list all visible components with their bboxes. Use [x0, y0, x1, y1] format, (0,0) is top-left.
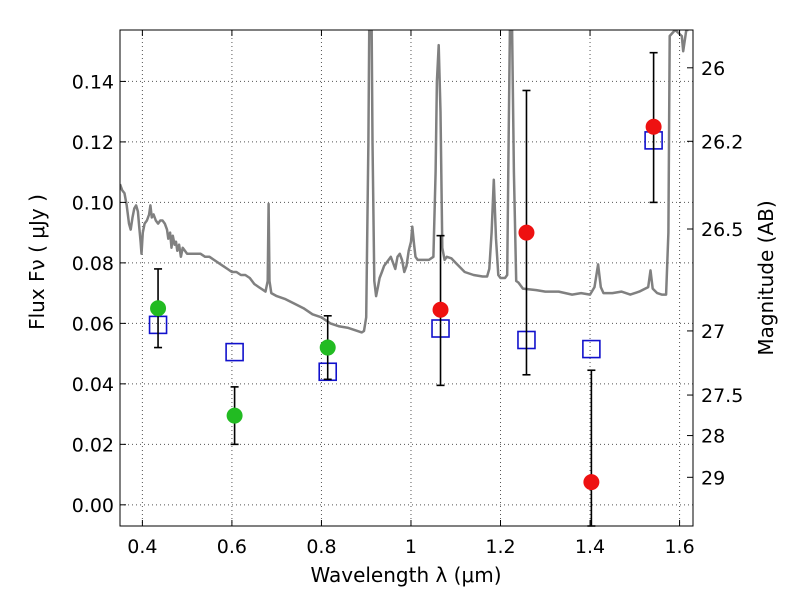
y-tick-label: 0.12	[72, 132, 114, 154]
y-tick-label: 0.00	[72, 495, 114, 517]
y-axis-label: Flux Fν ( μJy )	[25, 194, 49, 330]
x-tick-label: 0.8	[306, 536, 336, 558]
observed-point-green	[226, 407, 243, 424]
magnitude-axis-label: Magnitude (AB)	[754, 200, 778, 355]
y-tick-label: 0.02	[72, 434, 114, 456]
observed-points-series	[150, 118, 662, 491]
magnitude-tick-label: 26.5	[701, 219, 743, 241]
x-tick-label: 0.6	[217, 536, 247, 558]
y-tick-label: 0.10	[72, 192, 114, 214]
y-tick-label: 0.06	[72, 313, 114, 335]
magnitude-tick-label: 29	[701, 467, 725, 489]
y-tick-label: 0.14	[72, 71, 114, 93]
error-bars	[154, 51, 658, 527]
observed-point-green	[150, 300, 167, 317]
x-axis-ticks: 0.4 0.6 0.8 1 1.2 1.4 1.6	[127, 30, 695, 558]
magnitude-tick-label: 27.5	[701, 385, 743, 407]
x-tick-label: 0.4	[127, 536, 157, 558]
magnitude-tick-label: 27	[701, 321, 725, 343]
template-sed-line	[120, 30, 689, 334]
magnitude-tick-label: 26.2	[701, 131, 743, 153]
magnitude-tick-label: 28	[701, 426, 725, 448]
observed-point-red	[583, 474, 600, 491]
template-sed-series	[120, 30, 689, 334]
x-tick-label: 1	[405, 536, 417, 558]
magnitude-tick-label: 26	[701, 58, 725, 80]
model-points-series	[148, 131, 663, 382]
observed-point-red	[518, 224, 535, 241]
model-square-marker	[225, 342, 244, 362]
y-tick-label: 0.04	[72, 374, 114, 396]
model-square-marker	[582, 339, 601, 359]
x-tick-label: 1.2	[485, 536, 515, 558]
x-axis-label: Wavelength λ (μm)	[310, 563, 501, 587]
observed-point-green	[319, 339, 336, 356]
y-axis-ticks: 0.00 0.02 0.04 0.06 0.08 0.10 0.12 0.14	[72, 71, 126, 517]
x-tick-label: 1.6	[664, 536, 694, 558]
observed-point-red	[645, 118, 662, 135]
magnitude-axis-ticks: 26 26.2 26.5 27 27.5 28 29	[687, 58, 743, 489]
x-tick-label: 1.4	[575, 536, 605, 558]
y-tick-label: 0.08	[72, 253, 114, 275]
plot-frame	[119, 29, 694, 527]
grid-lines	[120, 30, 693, 526]
observed-point-red	[432, 301, 449, 318]
